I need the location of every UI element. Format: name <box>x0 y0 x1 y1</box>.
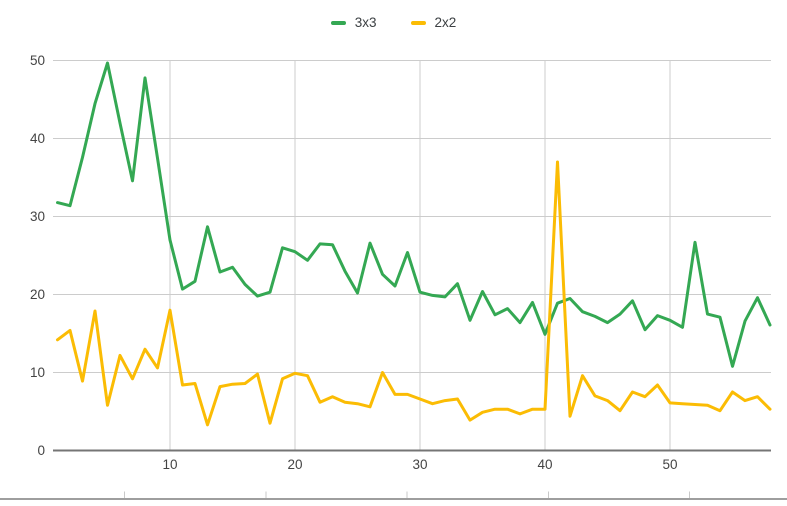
legend-swatch-3x3-icon <box>330 20 346 25</box>
y-tick-label: 10 <box>30 365 45 380</box>
x-tick-label: 50 <box>662 457 677 472</box>
x-tick-label: 10 <box>162 457 177 472</box>
y-tick-label: 0 <box>37 443 45 458</box>
y-tick-label: 30 <box>30 209 45 224</box>
x-tick-label: 40 <box>537 457 552 472</box>
y-tick-label: 50 <box>30 53 45 68</box>
legend-label-2x2: 2x2 <box>434 15 457 30</box>
series-line-3x3 <box>56 61 772 368</box>
x-tick-label: 20 <box>287 457 302 472</box>
y-tick-label: 40 <box>30 131 45 146</box>
y-tick-label: 20 <box>30 287 45 302</box>
chart-legend: 3x3 2x2 <box>0 15 787 30</box>
legend-label-3x3: 3x3 <box>354 15 377 30</box>
x-tick-label: 30 <box>412 457 427 472</box>
series-line-2x2 <box>56 160 772 427</box>
legend-swatch-2x2-icon <box>410 20 426 25</box>
gridlines <box>53 60 771 451</box>
bottom-axis-strip <box>0 491 787 500</box>
legend-item-3x3: 3x3 <box>330 15 377 30</box>
axis-labels: 0 10 20 30 40 50 10 20 30 40 50 <box>30 53 678 472</box>
legend-item-2x2: 2x2 <box>410 15 457 30</box>
